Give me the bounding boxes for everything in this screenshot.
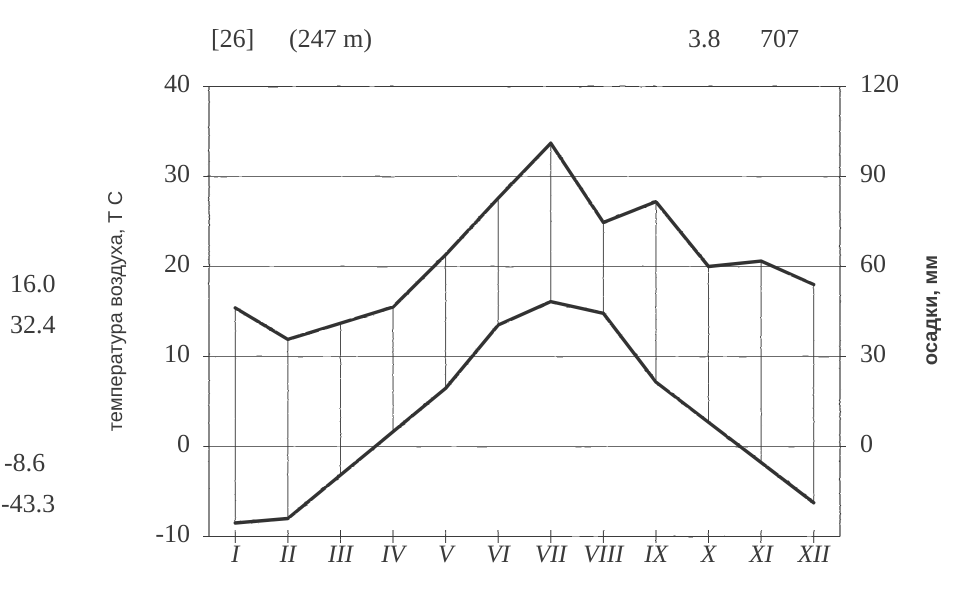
svg-text:IV: IV	[380, 541, 407, 568]
svg-text:90: 90	[860, 159, 886, 188]
svg-text:V: V	[438, 541, 456, 568]
svg-text:VIII: VIII	[583, 541, 625, 568]
svg-text:осадки, мм: осадки, мм	[920, 255, 942, 365]
svg-text:[26]: [26]	[211, 24, 254, 53]
svg-text:707: 707	[760, 24, 799, 53]
svg-text:-43.3: -43.3	[1, 489, 55, 518]
svg-text:30: 30	[860, 339, 886, 368]
svg-text:VII: VII	[535, 541, 569, 568]
svg-text:II: II	[279, 541, 298, 568]
svg-text:-10: -10	[155, 519, 190, 548]
svg-text:VI: VI	[486, 541, 511, 568]
svg-text:60: 60	[860, 249, 886, 278]
svg-text:IX: IX	[643, 541, 669, 568]
svg-text:-8.6: -8.6	[4, 448, 45, 477]
svg-text:30: 30	[164, 159, 190, 188]
svg-text:10: 10	[164, 339, 190, 368]
svg-text:40: 40	[164, 69, 190, 98]
svg-text:3.8: 3.8	[688, 24, 721, 53]
svg-text:температура воздуха, Т С: температура воздуха, Т С	[105, 191, 127, 431]
svg-text:XI: XI	[748, 541, 774, 568]
svg-text:0: 0	[860, 429, 873, 458]
svg-text:16.0: 16.0	[10, 269, 56, 298]
svg-text:0: 0	[177, 429, 190, 458]
svg-text:I: I	[230, 541, 241, 568]
svg-text:X: X	[700, 541, 718, 568]
svg-text:(247 m): (247 m)	[289, 24, 372, 53]
svg-text:XII: XII	[797, 541, 832, 568]
svg-text:III: III	[327, 541, 355, 568]
svg-text:20: 20	[164, 249, 190, 278]
svg-text:32.4: 32.4	[10, 310, 56, 339]
svg-text:120: 120	[860, 69, 899, 98]
